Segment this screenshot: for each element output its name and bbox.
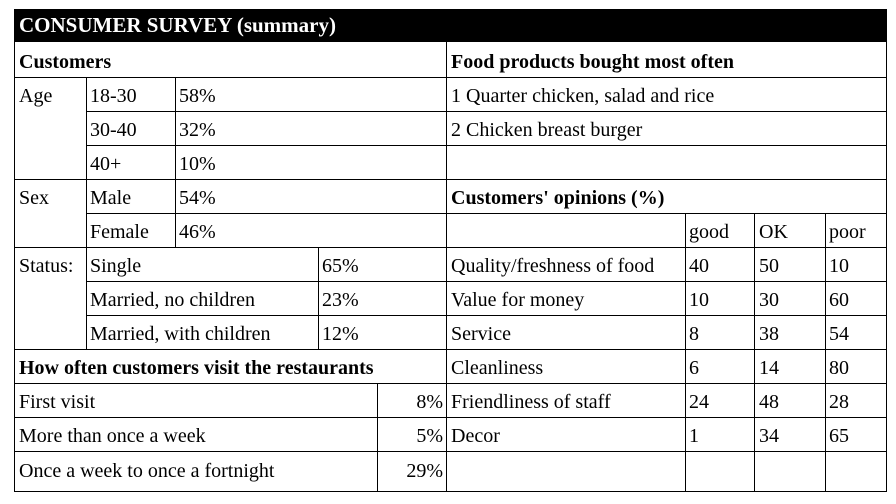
opinion-row-label: Friendliness of staff: [451, 391, 611, 413]
rule: [446, 315, 886, 316]
opinion-column-poor: poor: [829, 221, 866, 243]
sex-label: Sex: [19, 187, 49, 209]
visit-frequency-label: Once a week to once a fortnight: [19, 460, 275, 482]
table-border-right: [886, 9, 887, 492]
opinion-column-ok: OK: [759, 221, 788, 243]
sex-value: Male: [90, 187, 132, 209]
customers-heading: Customers: [19, 51, 112, 73]
visits-heading: How often customers visit the restaurant…: [19, 357, 374, 379]
sex-value: Female: [90, 221, 149, 243]
age-range: 18-30: [90, 85, 137, 107]
consumer-survey-table: CONSUMER SURVEY (summary) Customers Age …: [14, 9, 887, 492]
food-heading: Food products bought most often: [451, 51, 734, 73]
food-item: 2 Chicken breast burger: [451, 119, 643, 141]
opinion-poor-value: 10: [829, 255, 849, 277]
rule: [377, 383, 378, 491]
opinion-row-label: Value for money: [451, 289, 585, 311]
rule: [14, 417, 446, 418]
rule: [14, 349, 446, 350]
table-border-left: [14, 9, 15, 492]
age-pct: 32%: [179, 119, 216, 141]
age-range: 40+: [90, 153, 122, 175]
status-value: Single: [90, 255, 142, 277]
age-pct: 10%: [179, 153, 216, 175]
opinion-row-label: Service: [451, 323, 511, 345]
status-pct: 65%: [322, 255, 359, 277]
status-value: Married, no children: [90, 289, 255, 311]
opinion-good-value: 10: [689, 289, 709, 311]
rule: [446, 145, 886, 146]
rule: [446, 451, 886, 452]
rule: [446, 383, 886, 384]
food-item: 1 Quarter chicken, salad and rice: [451, 85, 715, 107]
status-pct: 12%: [322, 323, 359, 345]
opinion-poor-value: 54: [829, 323, 849, 345]
visit-frequency-pct: 8%: [416, 391, 443, 413]
rule: [14, 77, 446, 78]
survey-title: CONSUMER SURVEY (summary): [14, 9, 886, 42]
rule: [318, 247, 319, 349]
opinion-poor-value: 60: [829, 289, 849, 311]
age-range: 30-40: [90, 119, 137, 141]
opinion-column-good: good: [689, 221, 729, 243]
rule: [86, 145, 446, 146]
rule: [14, 383, 446, 384]
opinion-good-value: 6: [689, 357, 699, 379]
opinion-row-label: Quality/freshness of food: [451, 255, 655, 277]
opinion-ok-value: 34: [759, 425, 779, 447]
rule: [86, 281, 446, 282]
table-border-bottom: [14, 491, 887, 492]
rule: [86, 213, 446, 214]
opinions-heading: Customers' opinions (%): [451, 187, 665, 209]
status-pct: 23%: [322, 289, 359, 311]
opinion-good-value: 8: [689, 323, 699, 345]
sex-pct: 54%: [179, 187, 216, 209]
rule: [446, 247, 886, 248]
opinion-poor-value: 65: [829, 425, 849, 447]
opinion-row-label: Cleanliness: [451, 357, 544, 379]
sex-pct: 46%: [179, 221, 216, 243]
visit-frequency-label: More than once a week: [19, 425, 206, 447]
rule: [86, 111, 446, 112]
opinion-good-value: 24: [689, 391, 709, 413]
rule: [754, 213, 755, 491]
rule: [446, 111, 886, 112]
rule: [446, 77, 886, 78]
rule: [685, 213, 686, 491]
rule: [14, 179, 446, 180]
opinion-ok-value: 48: [759, 391, 779, 413]
status-label: Status:: [19, 255, 74, 277]
table-center-divider: [446, 42, 447, 491]
opinion-ok-value: 30: [759, 289, 779, 311]
visit-frequency-pct: 29%: [406, 460, 443, 482]
rule: [825, 213, 826, 491]
opinion-poor-value: 28: [829, 391, 849, 413]
visit-frequency-pct: 5%: [416, 425, 443, 447]
age-label: Age: [19, 85, 53, 107]
age-pct: 58%: [179, 85, 216, 107]
opinion-row-label: Decor: [451, 425, 500, 447]
opinion-poor-value: 80: [829, 357, 849, 379]
status-value: Married, with children: [90, 323, 271, 345]
opinion-good-value: 1: [689, 425, 699, 447]
opinion-ok-value: 38: [759, 323, 779, 345]
rule: [175, 77, 176, 247]
visit-frequency-label: First visit: [19, 391, 96, 413]
opinion-ok-value: 14: [759, 357, 779, 379]
opinion-ok-value: 50: [759, 255, 779, 277]
rule: [446, 179, 886, 180]
rule: [446, 349, 886, 350]
rule: [86, 315, 446, 316]
rule: [446, 281, 886, 282]
opinion-good-value: 40: [689, 255, 709, 277]
rule: [86, 77, 87, 349]
rule: [14, 451, 446, 452]
rule: [446, 417, 886, 418]
rule: [446, 213, 886, 214]
rule: [14, 247, 446, 248]
